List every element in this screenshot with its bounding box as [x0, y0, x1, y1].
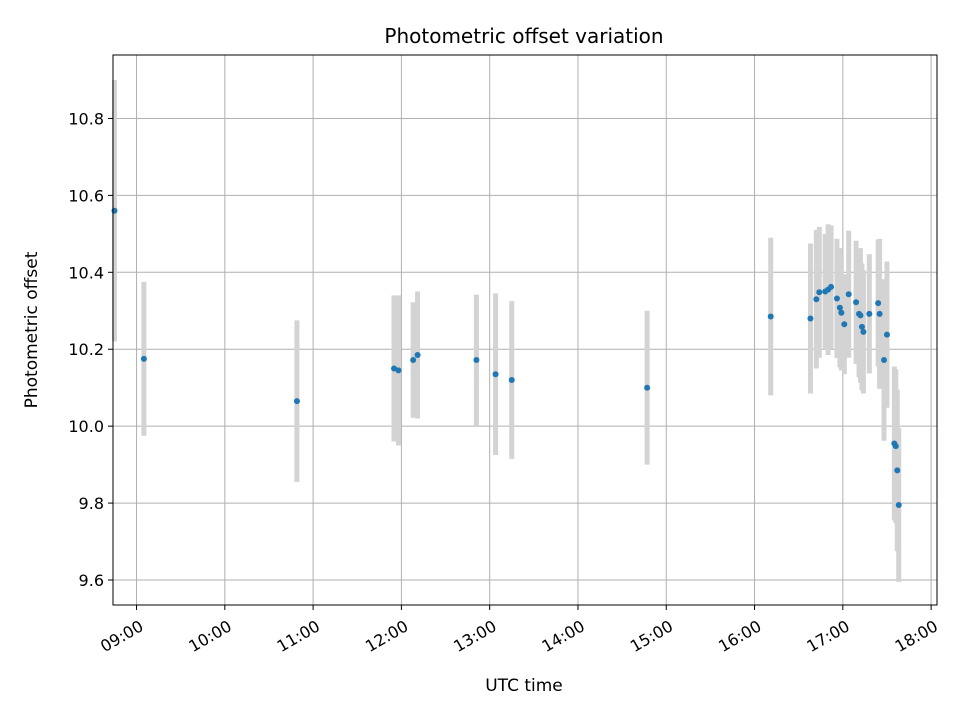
x-tick-label: 15:00 [627, 616, 676, 656]
x-tick-label: 12:00 [362, 616, 411, 656]
chart-title: Photometric offset variation [384, 24, 663, 48]
x-tick-label: 16:00 [715, 616, 764, 656]
x-tick-label: 18:00 [892, 616, 941, 656]
data-point [860, 328, 867, 335]
y-tick-label: 10.8 [68, 109, 104, 128]
x-tick-label: 14:00 [539, 616, 588, 656]
data-point [644, 384, 651, 391]
data-point [767, 313, 774, 320]
data-point [111, 207, 118, 214]
x-axis-label: UTC time [485, 676, 563, 696]
x-tick-label: 17:00 [803, 616, 852, 656]
y-tick-label: 10.0 [68, 417, 104, 436]
data-point [841, 321, 848, 328]
data-markers [111, 207, 902, 508]
data-point [876, 310, 883, 317]
data-point [473, 357, 480, 363]
error-bars [111, 80, 902, 582]
y-tick-label: 9.6 [79, 571, 104, 590]
y-tick-label: 10.6 [68, 186, 104, 205]
data-point [492, 371, 499, 378]
data-point [828, 283, 835, 290]
grid-lines [113, 55, 937, 605]
y-tick-label: 9.8 [79, 494, 104, 513]
data-point [895, 502, 902, 508]
plot-frame [112, 54, 938, 606]
data-point [892, 443, 899, 450]
data-point [858, 323, 865, 330]
data-point [881, 357, 888, 363]
data-point [807, 315, 814, 322]
data-point [836, 304, 843, 311]
data-point [414, 352, 421, 358]
data-point [857, 312, 864, 319]
data-point [410, 357, 417, 363]
data-point [875, 300, 882, 307]
data-point [833, 295, 840, 302]
x-tick-label: 11:00 [274, 616, 323, 656]
data-point [883, 331, 890, 338]
data-point [866, 310, 873, 317]
y-tick-label: 10.4 [68, 263, 104, 282]
y-axis-ticks: 9.6 9.8 10.0 10.2 10.4 10.6 10.8 [68, 109, 113, 590]
x-tick-label: 13:00 [450, 616, 499, 656]
data-point [140, 355, 147, 362]
data-point [853, 299, 860, 306]
x-tick-label: 09:00 [97, 616, 146, 656]
data-point [845, 291, 852, 298]
data-point [395, 367, 402, 374]
data-point [838, 309, 845, 316]
data-point [508, 377, 515, 383]
data-point [816, 289, 823, 296]
data-point [293, 398, 300, 405]
data-point [894, 467, 901, 474]
data-point [813, 296, 820, 303]
x-axis-ticks: 09:00 10:00 11:00 12:00 13:00 14:00 15:00 16:00… [97, 605, 941, 656]
x-tick-label: 10:00 [185, 616, 234, 656]
y-axis-label: Photometric offset [22, 251, 42, 408]
y-tick-label: 10.2 [68, 340, 104, 359]
